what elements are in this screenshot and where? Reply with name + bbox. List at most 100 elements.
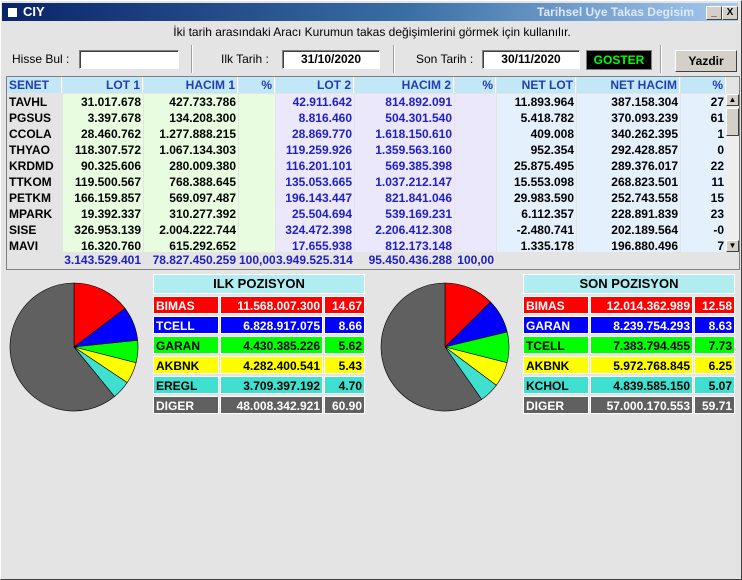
- table-cell: 252.743.558: [577, 190, 680, 206]
- ilk-pozisyon-title: ILK POZISYON: [153, 274, 365, 294]
- table-cell: 15.553.098: [497, 174, 576, 190]
- position-name: BIMAS: [153, 296, 219, 314]
- table-cell: 116.201.101: [276, 158, 354, 174]
- position-row[interactable]: TCELL 6.828.917.075 8.66: [153, 316, 365, 334]
- position-pct: 8.66: [324, 316, 365, 334]
- table-cell: 61: [681, 110, 726, 126]
- position-name: DIGER: [523, 396, 589, 414]
- table-row[interactable]: PETKM 166.159.857 569.097.487 196.143.447 82…: [7, 190, 739, 206]
- table-cell: [455, 174, 496, 190]
- table-cell: 324.472.398: [276, 222, 354, 238]
- separator: [660, 45, 662, 73]
- vertical-scrollbar[interactable]: ▲ ▼: [726, 94, 739, 252]
- takas-table[interactable]: ▲ ▼ SENET LOT 1 HACIM 1% LOT 2 HACIM 2% NET L…: [6, 76, 740, 270]
- position-row[interactable]: AKBNK 4.282.400.541 5.43: [153, 356, 365, 374]
- table-cell: 615.292.652: [144, 238, 238, 254]
- table-cell: 2.206.412.308: [355, 222, 454, 238]
- table-cell: 427.733.786: [144, 94, 238, 110]
- position-name: DIGER: [153, 396, 219, 414]
- table-cell: [455, 126, 496, 142]
- minimize-button[interactable]: _: [706, 6, 722, 20]
- table-cell: 5.418.782: [497, 110, 576, 126]
- table-cell: 31.017.678: [63, 94, 143, 110]
- position-name: GARAN: [523, 316, 589, 334]
- table-row[interactable]: TTKOM 119.500.567 768.388.645 135.053.665 1.…: [7, 174, 739, 190]
- position-row[interactable]: KCHOL 4.839.585.150 5.07: [523, 376, 735, 394]
- position-value: 3.709.397.192: [220, 376, 323, 394]
- table-cell: 3.397.678: [63, 110, 143, 126]
- scroll-thumb[interactable]: [726, 108, 739, 136]
- son-pozisyon-title: SON POZISYON: [523, 274, 735, 294]
- table-cell: [577, 252, 680, 268]
- yazdir-button[interactable]: Yazdir: [675, 50, 737, 72]
- table-cell: [239, 126, 275, 142]
- table-row[interactable]: MAVI 16.320.760 615.292.652 17.655.938 812.1…: [7, 238, 739, 254]
- table-row[interactable]: PGSUS 3.397.678 134.208.300 8.816.460 504.30…: [7, 110, 739, 126]
- position-row[interactable]: DIGER 48.008.342.921 60.90: [153, 396, 365, 414]
- column-header: SENET: [7, 77, 62, 93]
- son-tarih-input[interactable]: 30/11/2020: [482, 50, 580, 69]
- table-cell: 78.827.450.259: [144, 252, 238, 268]
- position-value: 4.430.385.226: [220, 336, 323, 354]
- table-cell: 134.208.300: [144, 110, 238, 126]
- table-cell: [455, 94, 496, 110]
- position-row[interactable]: EREGL 3.709.397.192 4.70: [153, 376, 365, 394]
- close-button[interactable]: X: [722, 6, 738, 20]
- table-cell: 326.953.139: [63, 222, 143, 238]
- position-pct: 5.62: [324, 336, 365, 354]
- table-row[interactable]: THYAO 118.307.572 1.067.134.303 119.259.926…: [7, 142, 739, 158]
- position-row[interactable]: BIMAS 11.568.007.300 14.67: [153, 296, 365, 314]
- pie-slice-bimas: [73, 282, 126, 348]
- position-pct: 4.70: [324, 376, 365, 394]
- table-cell: 28.460.762: [63, 126, 143, 142]
- ilk-tarih-input[interactable]: 31/10/2020: [282, 50, 380, 69]
- table-cell: 135.053.665: [276, 174, 354, 190]
- position-pct: 5.43: [324, 356, 365, 374]
- goster-button[interactable]: GOSTER: [586, 50, 652, 70]
- scroll-down-arrow[interactable]: ▼: [726, 240, 739, 252]
- position-pct: 12.58: [694, 296, 735, 314]
- position-value: 7.383.794.455: [590, 336, 693, 354]
- table-cell: [455, 110, 496, 126]
- table-cell: 821.841.046: [355, 190, 454, 206]
- position-pct: 60.90: [324, 396, 365, 414]
- table-row[interactable]: CCOLA 28.460.762 1.277.888.215 28.869.770 1.…: [7, 126, 739, 142]
- hisse-search-input[interactable]: [79, 50, 179, 69]
- table-cell: 19.392.337: [63, 206, 143, 222]
- separator: [393, 45, 395, 73]
- table-row[interactable]: SISE 326.953.139 2.004.222.744 324.472.398 2…: [7, 222, 739, 238]
- table-cell: [239, 206, 275, 222]
- title-bar[interactable]: CIY Tarihsel Uye Takas Degisim _ X: [2, 3, 738, 21]
- usage-hint: İki tarih arasındaki Aracı Kurumun takas…: [173, 25, 571, 39]
- table-cell: 814.892.091: [355, 94, 454, 110]
- table-cell: 268.823.501: [577, 174, 680, 190]
- position-row[interactable]: AKBNK 5.972.768.845 6.25: [523, 356, 735, 374]
- scroll-up-arrow[interactable]: ▲: [726, 94, 739, 106]
- table-row[interactable]: MPARK 19.392.337 310.277.392 25.504.694 539.…: [7, 206, 739, 222]
- column-header: %: [455, 77, 496, 93]
- table-cell: 22: [681, 158, 726, 174]
- table-cell: [239, 222, 275, 238]
- table-row[interactable]: KRDMD 90.325.606 280.009.380 116.201.101 569…: [7, 158, 739, 174]
- position-row[interactable]: DIGER 57.000.170.553 59.71: [523, 396, 735, 414]
- position-row[interactable]: GARAN 8.239.754.293 8.63: [523, 316, 735, 334]
- table-cell: 952.354: [497, 142, 576, 158]
- position-name: GARAN: [153, 336, 219, 354]
- table-cell: 370.093.239: [577, 110, 680, 126]
- table-cell: [455, 206, 496, 222]
- table-cell: KRDMD: [7, 158, 62, 174]
- table-cell: 15: [681, 190, 726, 206]
- table-cell: [239, 142, 275, 158]
- position-row[interactable]: TCELL 7.383.794.455 7.73: [523, 336, 735, 354]
- position-row[interactable]: GARAN 4.430.385.226 5.62: [153, 336, 365, 354]
- table-totals-row[interactable]: 3.143.529.401 78.827.450.259 100,00 3.949.5…: [7, 252, 739, 268]
- table-cell: 3.143.529.401: [63, 252, 143, 268]
- table-row[interactable]: TAVHL 31.017.678 427.733.786 42.911.642 814.…: [7, 94, 739, 110]
- table-cell: 202.189.564: [577, 222, 680, 238]
- position-row[interactable]: BIMAS 12.014.362.989 12.58: [523, 296, 735, 314]
- window-title: Tarihsel Uye Takas Degisim: [537, 5, 694, 19]
- position-name: TCELL: [153, 316, 219, 334]
- table-cell: 1.037.212.147: [355, 174, 454, 190]
- table-cell: 228.891.839: [577, 206, 680, 222]
- table-cell: 90.325.606: [63, 158, 143, 174]
